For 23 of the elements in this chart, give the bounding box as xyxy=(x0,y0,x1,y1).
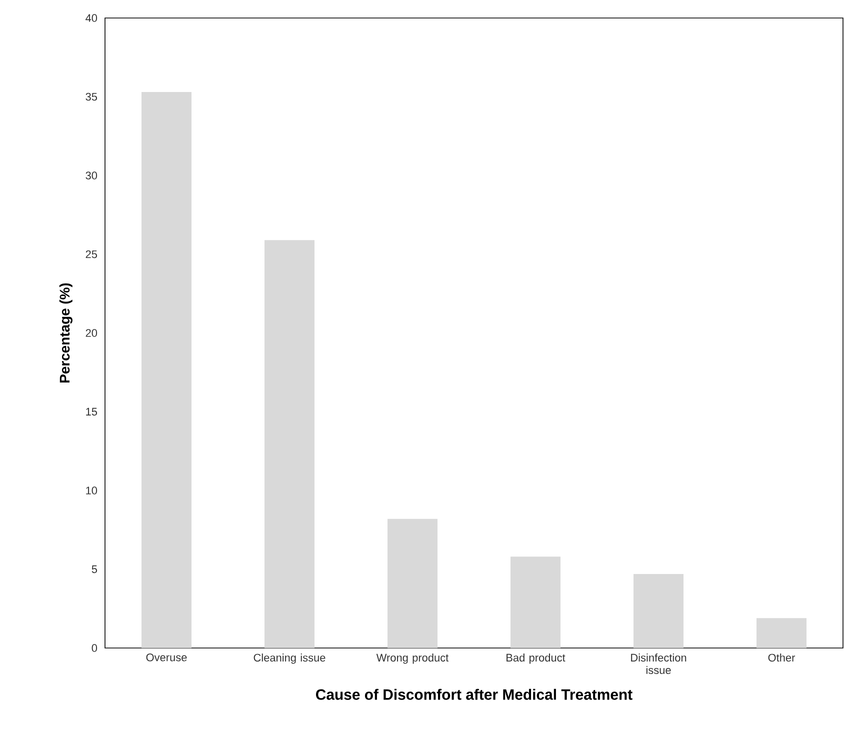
y-tick-label: 15 xyxy=(86,408,98,416)
y-tick-label: 40 xyxy=(86,14,98,22)
y-tick-label: 25 xyxy=(86,250,98,258)
y-tick-label: 5 xyxy=(92,565,98,574)
bar xyxy=(634,574,684,648)
bar xyxy=(510,556,561,648)
x-tick-label: Wrong product xyxy=(376,654,449,664)
bar xyxy=(264,240,315,648)
y-tick-label: 20 xyxy=(86,329,98,337)
y-tick-label: 35 xyxy=(86,92,98,101)
x-tick-label: Disinfection issue xyxy=(631,654,686,674)
x-tick-label: Cleaning issue xyxy=(254,654,326,664)
bar xyxy=(142,92,192,648)
x-tick-label: Bad product xyxy=(506,654,566,664)
x-tick-label: Overuse xyxy=(146,654,187,662)
bar xyxy=(756,618,807,648)
x-axis-title: Cause of Discomfort after Medical Treatment xyxy=(316,688,632,700)
y-tick-label: 0 xyxy=(92,644,98,652)
y-tick-label: 10 xyxy=(86,486,98,494)
y-axis-title: Percentage (%) xyxy=(59,283,72,382)
x-tick-label: Other xyxy=(768,654,796,662)
bar xyxy=(388,518,438,648)
y-tick-label: 30 xyxy=(86,172,98,180)
